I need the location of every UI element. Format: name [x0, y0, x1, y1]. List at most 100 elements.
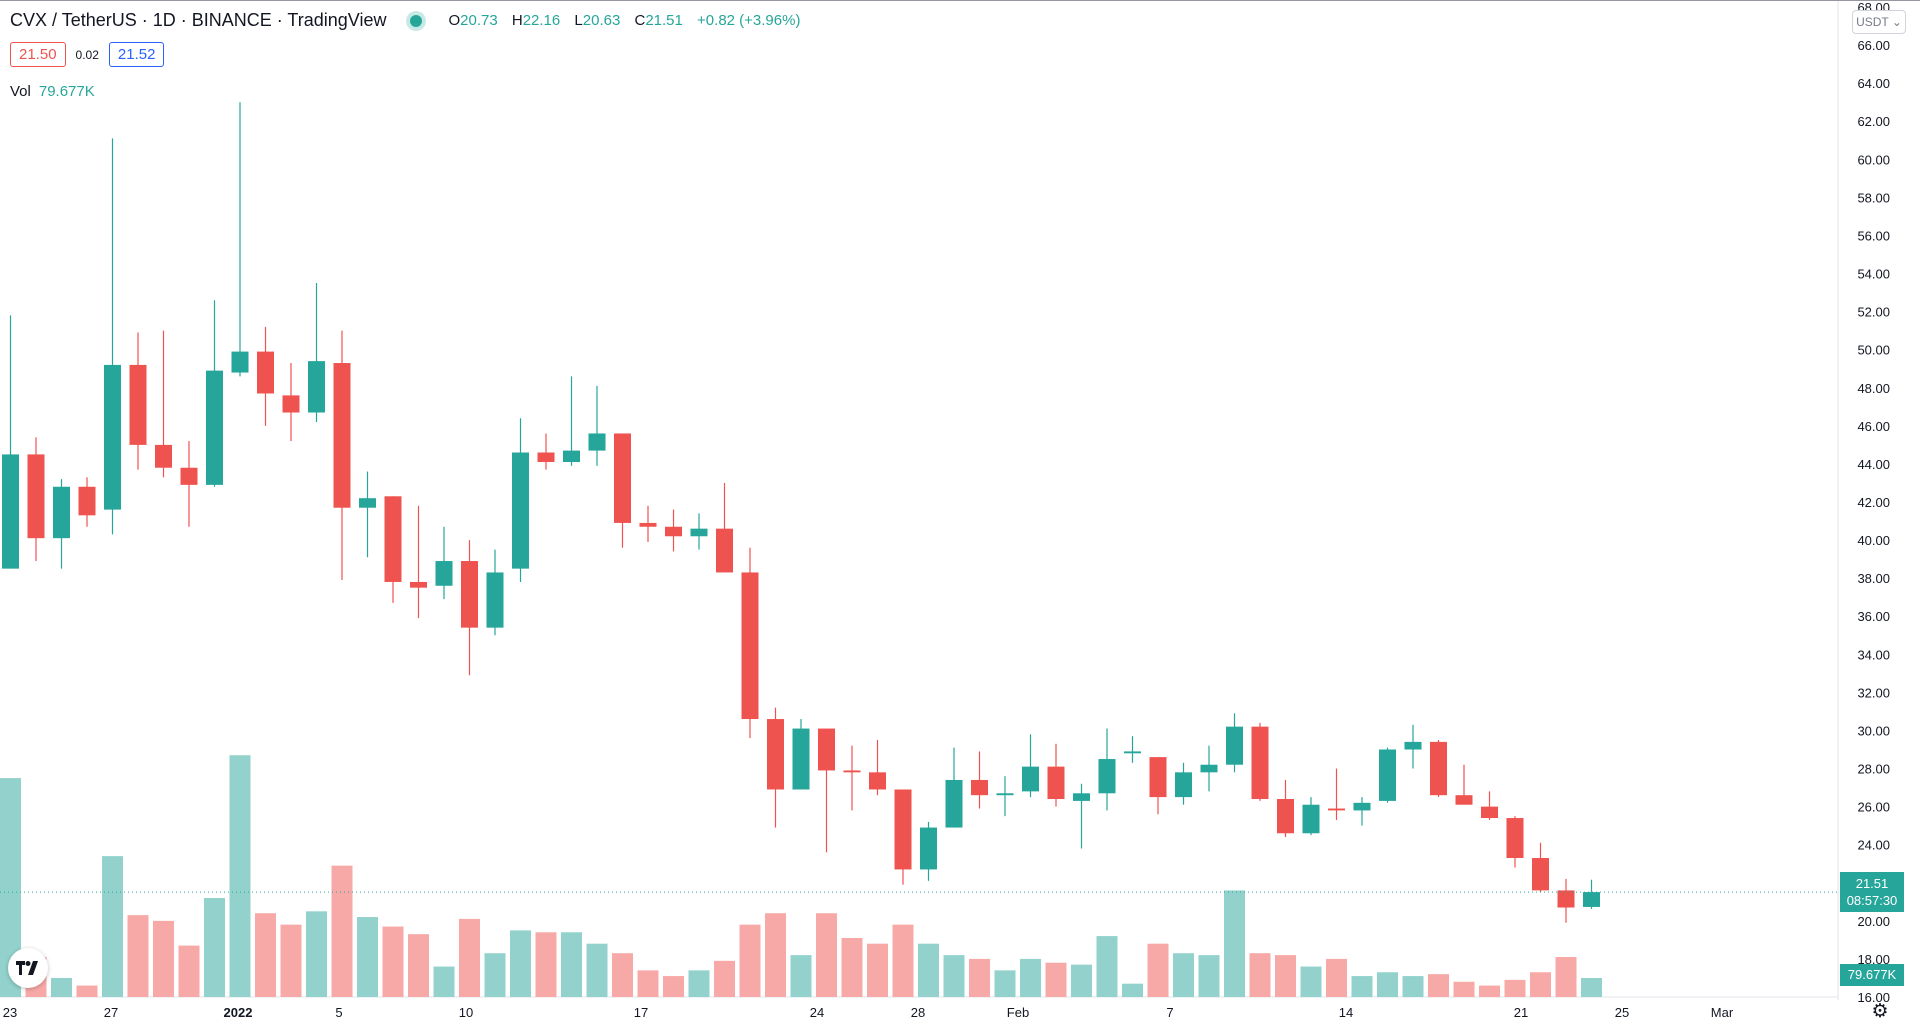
candle-body	[894, 789, 912, 870]
volume-bar	[1402, 976, 1424, 997]
price-tick-label: 42.00	[1857, 495, 1890, 510]
volume-bar	[1453, 981, 1475, 997]
high-value: 22.16	[522, 12, 561, 29]
volume-bar	[918, 943, 939, 997]
candle-body	[1481, 806, 1498, 819]
volume-bar	[1530, 972, 1551, 997]
candle-body	[614, 433, 631, 523]
candle-body	[920, 827, 937, 870]
candle-body	[665, 526, 682, 537]
candle-body	[435, 561, 453, 586]
volume-bar	[1581, 977, 1602, 997]
volume-bar	[0, 778, 21, 997]
price-tick-label: 32.00	[1857, 685, 1890, 700]
volume-bar	[1428, 974, 1449, 997]
candle-body	[1098, 759, 1116, 794]
time-tick-label: 23	[3, 1005, 17, 1020]
candle-body	[1302, 804, 1320, 834]
volume-bar	[1045, 962, 1067, 997]
market-status-icon[interactable]	[410, 14, 423, 27]
candle-body	[1124, 751, 1141, 754]
candle-body	[1353, 802, 1371, 811]
volume-bar	[867, 943, 888, 997]
candle-body	[359, 498, 376, 508]
candle-body	[945, 779, 963, 828]
candle-body	[1328, 808, 1345, 811]
volume-bar	[153, 920, 174, 997]
volume-value: 79.677K	[38, 83, 95, 100]
volume-bar	[1224, 890, 1245, 997]
volume-legend[interactable]: Vol 79.677K	[10, 83, 95, 100]
volume-bar	[1020, 958, 1041, 997]
candle-body	[869, 772, 886, 790]
time-tick-label: 2022	[224, 1005, 253, 1020]
volume-bar	[790, 955, 812, 997]
volume-bar	[204, 898, 225, 997]
volume-bar	[1198, 955, 1220, 997]
last-price-value: 21.51	[1855, 876, 1889, 891]
candle-body	[537, 452, 555, 463]
price-tick-label: 26.00	[1857, 800, 1890, 815]
price-tick-label: 52.00	[1857, 305, 1890, 320]
candle-body	[333, 363, 351, 508]
price-tick-label: 28.00	[1857, 762, 1890, 777]
candle-body	[486, 572, 504, 628]
volume-bar	[331, 865, 353, 997]
candle-body	[1175, 772, 1192, 798]
price-tick-label: 56.00	[1857, 228, 1890, 243]
volume-bar	[1173, 953, 1194, 997]
volume-bar	[1504, 979, 1526, 997]
volume-bar	[688, 970, 710, 997]
price-tick-label: 36.00	[1857, 609, 1890, 624]
volume-bar	[76, 985, 98, 997]
low-value: 20.63	[582, 12, 621, 29]
spread-value: 0.02	[75, 47, 99, 62]
countdown-value: 08:57:30	[1846, 893, 1898, 908]
close-value: 21.51	[645, 12, 683, 29]
candle-body	[410, 581, 427, 588]
candle-body	[1557, 890, 1575, 908]
volume-bar	[1071, 964, 1092, 997]
symbol-title[interactable]: CVX / TetherUS · 1D · BINANCE · TradingV…	[10, 10, 387, 30]
gear-icon[interactable]: ⚙	[1871, 1001, 1889, 1022]
price-axis-ticks: 16.0018.0020.0022.0024.0026.0028.0030.00…	[1857, 0, 1890, 1005]
volume-bar	[1555, 957, 1577, 997]
candle-body	[1506, 818, 1524, 859]
volume-bar	[841, 937, 863, 997]
candle-body	[512, 452, 529, 569]
price-tick-label: 50.00	[1857, 343, 1890, 358]
candle-body	[282, 395, 300, 413]
time-tick-label: 14	[1339, 1005, 1353, 1020]
volume-label: Vol	[10, 83, 31, 100]
volume-bar	[510, 930, 531, 997]
quote-bar: 21.50 0.02 21.52	[10, 42, 165, 67]
currency-select[interactable]: USDT ⌄	[1852, 10, 1906, 34]
last-price-badge: 21.51 08:57:30	[1840, 872, 1904, 912]
change-value: +0.82 (+3.96%)	[697, 12, 801, 29]
volume-bar	[1249, 953, 1271, 997]
volume-bar	[586, 943, 608, 997]
candle-body	[180, 467, 198, 485]
volume-bar	[408, 934, 429, 997]
candle-body	[231, 351, 249, 373]
price-tick-label: 44.00	[1857, 457, 1890, 472]
ask-price-button[interactable]: 21.52	[108, 42, 165, 67]
candle-body	[384, 496, 402, 582]
candle-body	[129, 364, 147, 445]
volume-bar	[178, 945, 200, 997]
bid-price-button[interactable]: 21.50	[10, 42, 66, 67]
volume-bar	[816, 913, 837, 997]
volume-bar	[612, 953, 633, 997]
candle-body	[716, 528, 733, 573]
volume-bar	[994, 970, 1016, 997]
candle-body	[257, 351, 274, 394]
volume-bar	[663, 976, 684, 997]
candle-body	[1226, 726, 1243, 765]
tradingview-logo-icon[interactable]	[8, 948, 48, 988]
price-tick-label: 40.00	[1857, 533, 1890, 548]
candle-body	[996, 793, 1014, 796]
volume-bar	[739, 924, 761, 997]
price-tick-label: 64.00	[1857, 76, 1890, 91]
candle-body	[1149, 757, 1167, 798]
